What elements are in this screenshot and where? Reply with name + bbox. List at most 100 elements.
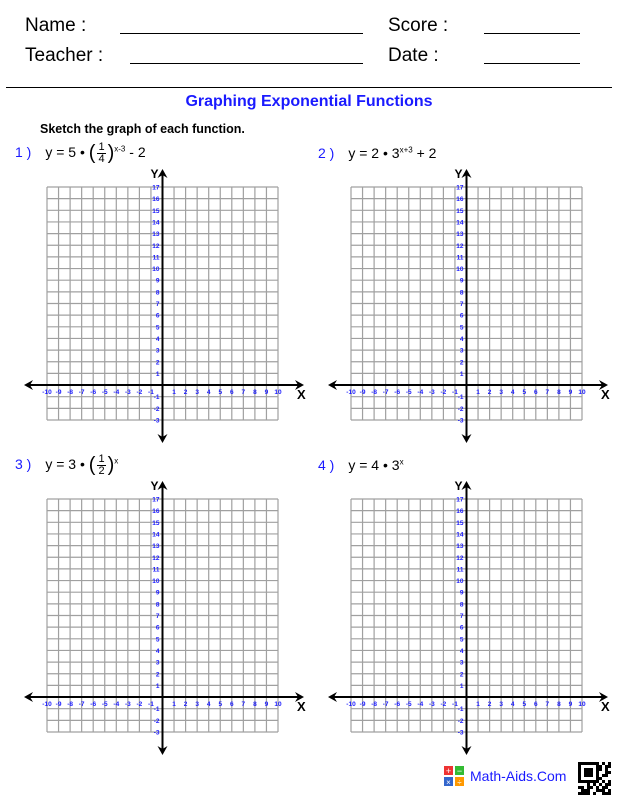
y-tick-label: 13 [456, 543, 464, 550]
x-tick-label: 7 [546, 701, 550, 708]
x-tick-label: 5 [218, 701, 222, 708]
qr-module [590, 780, 593, 783]
y-tick-label: 14 [152, 531, 160, 538]
x-tick-label: 4 [207, 389, 211, 396]
x-tick-label: 6 [534, 389, 538, 396]
y-tick-label: 9 [460, 590, 464, 597]
teacher-field[interactable] [130, 63, 363, 64]
header-divider [6, 87, 612, 88]
x-axis-arrow-left [24, 380, 33, 391]
x-tick-label: 10 [274, 389, 282, 396]
x-tick-label: -1 [148, 389, 154, 396]
coordinate-grid-1[interactable]: XY-10 -9 -8 -7 -6 -5 -4 -3 -2 -1 1 2 3 4 5 6 7 8 9 10-3-2-1… [20, 162, 320, 447]
x-axis-label: X [297, 699, 306, 714]
qr-module [590, 774, 593, 777]
name-label: Name : [25, 15, 87, 36]
x-tick-label: -8 [371, 389, 377, 396]
y-tick-label: -3 [458, 418, 464, 425]
qr-module [608, 762, 611, 765]
x-tick-label: -8 [67, 389, 73, 396]
coordinate-grid-2[interactable]: XY-10 -9 -8 -7 -6 -5 -4 -3 -2 -1 1 2 3 4 5 6 7 8 9 10-3-2-1… [324, 162, 618, 447]
y-tick-label: 10 [152, 578, 160, 585]
equation-suffix: - 2 [129, 144, 146, 161]
y-tick-label: 5 [460, 636, 464, 643]
brand-text: Math-Aids.Com [470, 768, 567, 784]
y-tick-label: 16 [456, 196, 464, 203]
qr-module [602, 774, 605, 777]
y-tick-label: 9 [156, 278, 160, 285]
x-tick-label: 6 [230, 701, 234, 708]
name-field[interactable] [120, 33, 363, 34]
qr-module [608, 780, 611, 783]
problem-3: 3 ) y = 3 • (1 2)x [15, 453, 119, 477]
coordinate-grid-3[interactable]: XY-10 -9 -8 -7 -6 -5 -4 -3 -2 -1 1 2 3 4 5 6 7 8 9 10-3-2-1… [20, 474, 320, 759]
qr-module [593, 780, 596, 783]
x-tick-label: 9 [265, 701, 269, 708]
y-axis-arrow-down [157, 434, 168, 443]
x-tick-label: -10 [42, 389, 52, 396]
y-tick-label: 4 [156, 648, 160, 655]
y-tick-label: 13 [456, 231, 464, 238]
y-axis-arrow-up [157, 169, 168, 178]
coordinate-grid-4[interactable]: XY-10 -9 -8 -7 -6 -5 -4 -3 -2 -1 1 2 3 4 5 6 7 8 9 10-3-2-1… [324, 474, 618, 759]
x-tick-label: 2 [488, 389, 492, 396]
x-tick-label: -3 [125, 701, 131, 708]
qr-module [602, 780, 605, 783]
x-tick-label: -6 [90, 701, 96, 708]
problem-number: 1 ) [15, 144, 32, 161]
x-tick-label: 7 [242, 389, 246, 396]
svg-text:÷: ÷ [457, 778, 462, 786]
x-tick-label: -9 [360, 389, 366, 396]
y-tick-label: 2 [460, 359, 464, 366]
y-tick-label: 15 [152, 208, 160, 215]
y-axis-arrow-down [461, 434, 472, 443]
y-tick-label: 1 [156, 683, 160, 690]
qr-module [578, 765, 581, 768]
x-tick-label: -9 [56, 389, 62, 396]
qr-module [608, 792, 611, 795]
x-tick-label: 8 [253, 389, 257, 396]
score-field[interactable] [484, 33, 580, 34]
qr-module [602, 792, 605, 795]
y-tick-label: -1 [154, 706, 160, 713]
x-tick-label: 9 [265, 389, 269, 396]
x-tick-label: -6 [394, 701, 400, 708]
x-tick-label: -9 [360, 701, 366, 708]
x-tick-label: 2 [184, 389, 188, 396]
math-aids-logo[interactable]: + − × ÷ Math-Aids.Com [444, 766, 566, 786]
qr-module [587, 786, 590, 789]
date-field[interactable] [484, 63, 580, 64]
qr-module [605, 792, 608, 795]
svg-text:−: − [457, 766, 462, 776]
x-tick-label: -7 [383, 389, 389, 396]
problem-number: 3 ) [15, 456, 32, 473]
x-tick-label: 1 [172, 389, 176, 396]
x-axis-arrow-right [295, 380, 304, 391]
qr-module [605, 768, 608, 771]
y-axis-arrow-down [157, 746, 168, 755]
problem-number: 2 ) [318, 145, 335, 161]
problem-1: 1 ) y = 5 • (1 4)x-3 - 2 [15, 141, 146, 165]
x-tick-label: -2 [137, 701, 143, 708]
y-tick-label: 6 [460, 313, 464, 320]
y-axis-label: Y [151, 167, 159, 181]
y-tick-label: 12 [152, 555, 160, 562]
x-tick-label: -10 [42, 701, 52, 708]
qr-module [581, 792, 584, 795]
x-tick-label: -8 [371, 701, 377, 708]
x-tick-label: -7 [79, 701, 85, 708]
qr-module [587, 792, 590, 795]
equation-prefix: y = 4 • 3 [348, 457, 400, 473]
x-tick-label: 2 [488, 701, 492, 708]
x-tick-label: -4 [113, 389, 119, 396]
y-axis-arrow-up [157, 481, 168, 490]
x-axis-arrow-right [599, 380, 608, 391]
x-axis-arrow-left [24, 692, 33, 703]
qr-module [608, 789, 611, 792]
x-tick-label: 10 [578, 701, 586, 708]
qr-module [584, 762, 587, 765]
x-tick-label: 10 [578, 389, 586, 396]
y-tick-label: 10 [456, 578, 464, 585]
y-tick-label: 14 [456, 531, 464, 538]
